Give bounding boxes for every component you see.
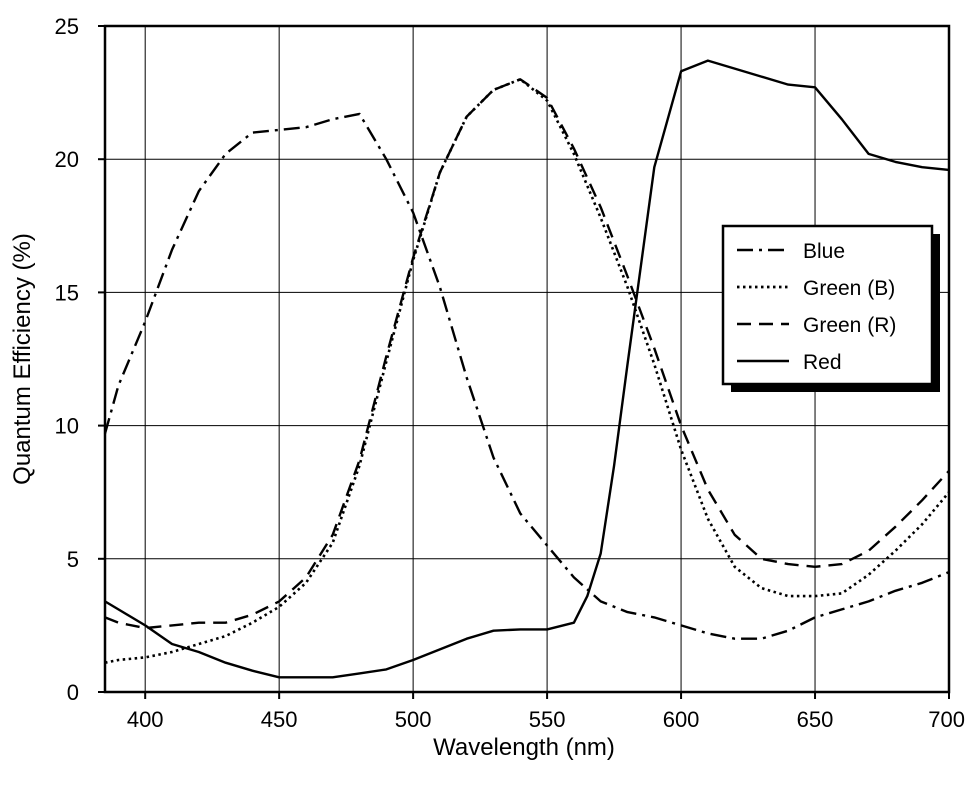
x-tick-label: 550: [529, 707, 566, 732]
axis-ticks: 400 450 500 550 600 650 700 0 5 10 15 20 25: [55, 14, 965, 732]
x-tick-label: 650: [797, 707, 834, 732]
series-line-red: [104, 59, 950, 679]
legend-box: [721, 224, 934, 386]
series-line-green-b: [104, 78, 950, 664]
y-tick-label: 0: [67, 680, 79, 705]
legend-label: Green (R): [803, 314, 896, 337]
series-lines: [103, 59, 950, 679]
x-tick-label: 500: [395, 707, 432, 732]
legend-label: Green (B): [803, 277, 895, 300]
y-tick-label: 25: [55, 14, 79, 39]
x-tick-label: 450: [261, 707, 298, 732]
series-line-blue: [103, 112, 950, 640]
legend-label: Red: [803, 351, 842, 374]
y-axis-title: Quantum Efficiency (%): [9, 233, 36, 485]
x-tick-label: 700: [928, 707, 965, 732]
y-tick-label: 10: [55, 414, 79, 439]
x-axis-title: Wavelength (nm): [433, 734, 615, 761]
y-tick-label: 5: [67, 547, 79, 572]
legend-label: Blue: [803, 240, 845, 263]
y-tick-label: 15: [55, 280, 79, 305]
legend: Blue Green (B) Green (R) Red: [721, 224, 940, 392]
x-tick-label: 400: [127, 707, 164, 732]
x-tick-label: 600: [663, 707, 700, 732]
y-tick-label: 20: [55, 147, 79, 172]
plot-frame: [103, 24, 951, 694]
series-line-green-r: [104, 78, 950, 630]
